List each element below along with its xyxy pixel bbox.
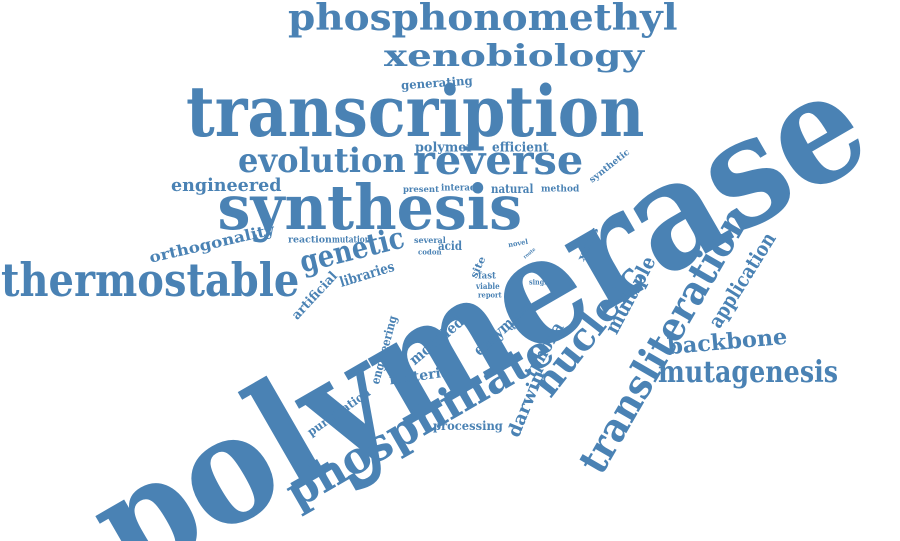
word-method: method [541, 186, 579, 195]
word-acid: acid [438, 240, 462, 252]
word-mutation: mutation [332, 237, 370, 246]
word-engineered: engineered [171, 177, 281, 195]
word-phosphonomethyl: phosphonomethyl [288, 0, 678, 36]
word-natural: natural [491, 183, 533, 195]
word-processing: processing [433, 420, 503, 432]
word-reaction: reaction [288, 237, 332, 246]
word-efficient: efficient [492, 142, 548, 155]
word-mutagenesis: mutagenesis [658, 358, 838, 388]
word-single: single [529, 279, 551, 286]
word-viable: viable [476, 282, 500, 290]
word-report: report [478, 292, 502, 299]
word-interact: interact [441, 185, 479, 194]
word-evolution: evolution [238, 144, 406, 178]
word-polymer: polymer [415, 142, 473, 155]
word-xenobiology: xenobiology [384, 42, 644, 72]
word-present: present [403, 185, 439, 193]
word-codon: codon [418, 249, 442, 256]
